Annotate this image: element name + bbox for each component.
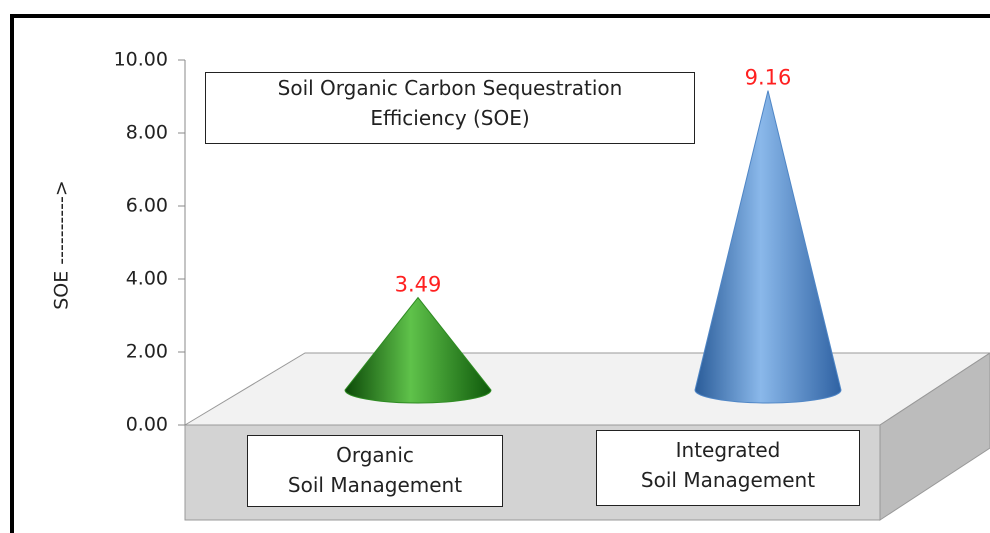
value-label: 9.16 xyxy=(745,66,792,90)
frame xyxy=(10,14,990,533)
y-tick-label: 8.00 xyxy=(126,122,168,144)
value-label: 3.49 xyxy=(395,273,442,297)
y-tick-label: 2.00 xyxy=(126,341,168,363)
y-tick-label: 6.00 xyxy=(126,195,168,217)
y-tick-label: 10.00 xyxy=(114,49,168,71)
cone xyxy=(344,296,492,404)
x-tick-label: Organic Soil Management xyxy=(247,435,503,507)
cone-body xyxy=(694,90,842,404)
cone xyxy=(694,90,842,404)
floor xyxy=(183,352,990,426)
x-tick-label: Integrated Soil Management xyxy=(596,430,860,506)
y-axis-label: SOE ----------> xyxy=(51,180,73,310)
floor-side xyxy=(879,352,990,521)
y-tick-label: 0.00 xyxy=(126,414,168,436)
cone-body xyxy=(344,296,492,404)
chart-title: Soil Organic Carbon Sequestration Effici… xyxy=(205,72,695,144)
y-tick-label: 4.00 xyxy=(126,268,168,290)
